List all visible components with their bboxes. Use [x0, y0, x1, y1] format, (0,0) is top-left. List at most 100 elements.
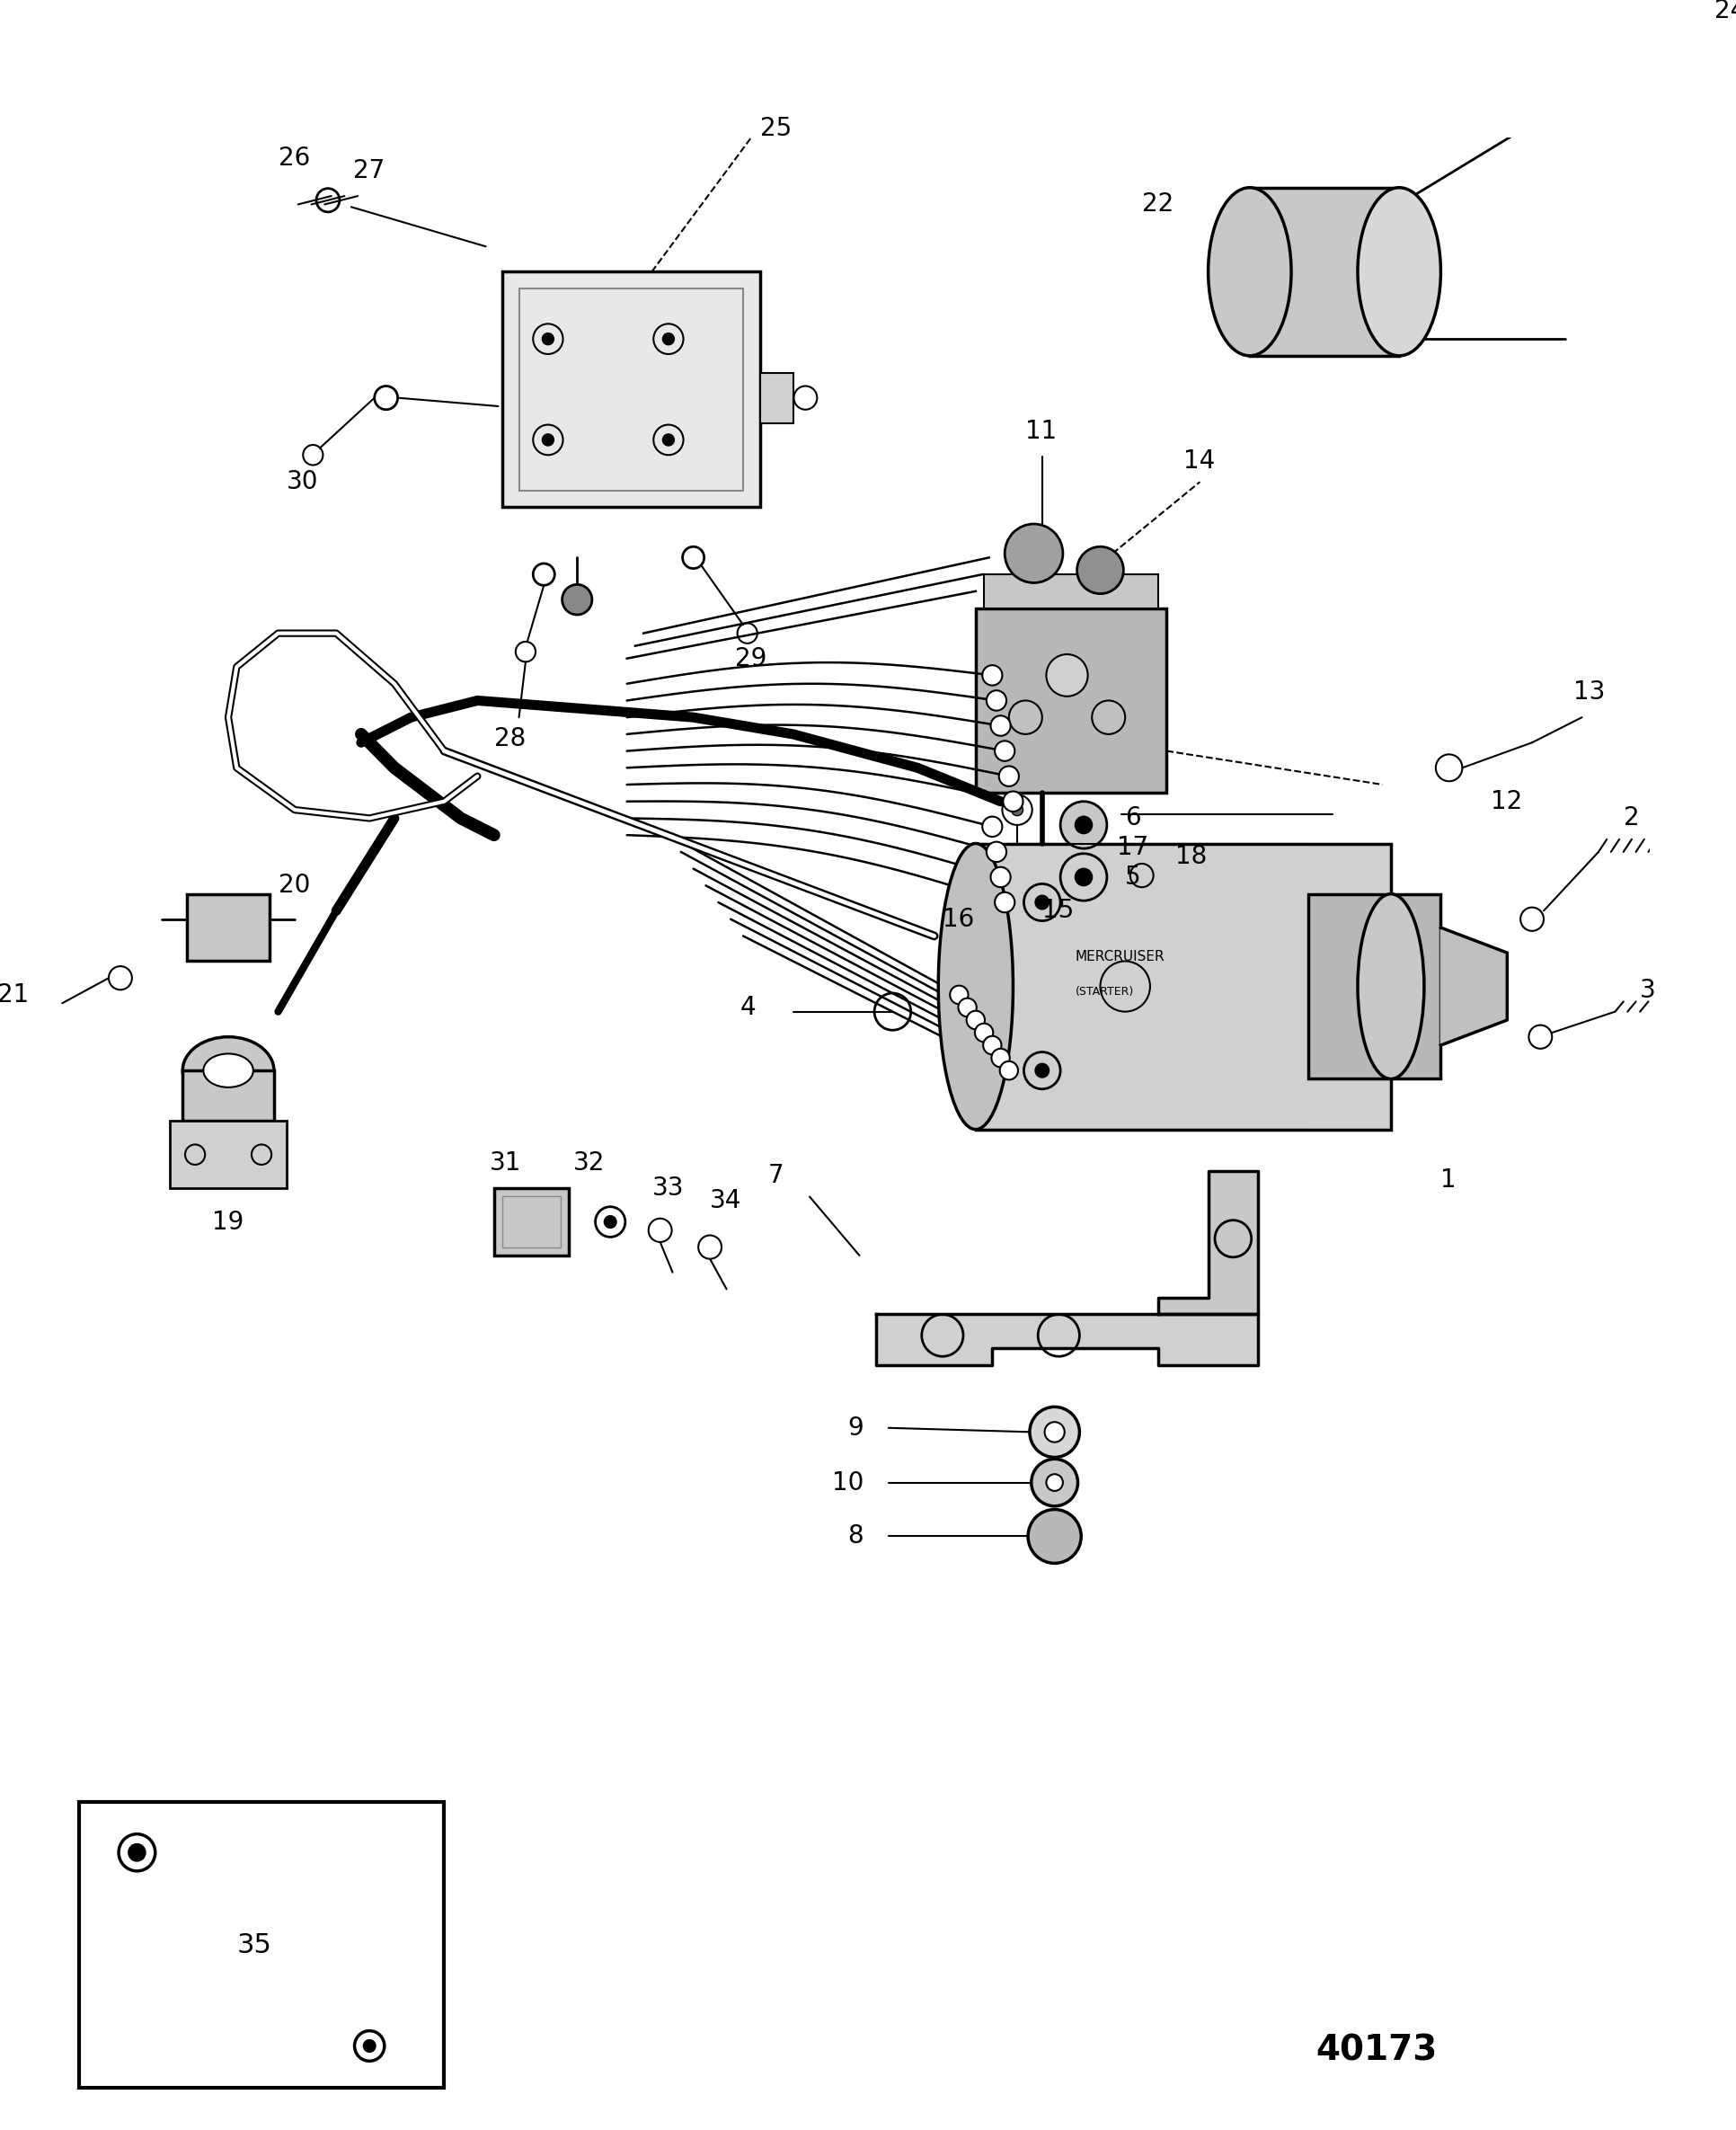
Circle shape [1092, 701, 1125, 735]
Circle shape [1031, 1459, 1078, 1506]
Circle shape [1035, 895, 1049, 910]
Circle shape [991, 867, 1010, 888]
Circle shape [1061, 854, 1108, 901]
Text: 40173: 40173 [1316, 2032, 1437, 2068]
Circle shape [1047, 654, 1088, 697]
Circle shape [1047, 1474, 1062, 1491]
Circle shape [663, 435, 674, 445]
Circle shape [983, 1035, 1002, 1054]
Circle shape [542, 435, 554, 445]
Circle shape [1005, 524, 1062, 584]
Circle shape [1009, 701, 1042, 735]
Text: 34: 34 [710, 1189, 741, 1214]
Ellipse shape [939, 843, 1014, 1129]
Circle shape [986, 690, 1007, 711]
Text: 31: 31 [490, 1150, 523, 1176]
Text: 20: 20 [278, 873, 311, 899]
Circle shape [983, 665, 1002, 686]
Circle shape [1000, 1061, 1017, 1080]
Circle shape [663, 332, 674, 345]
Circle shape [998, 767, 1019, 786]
Bar [170, 1120, 286, 1189]
Circle shape [1075, 816, 1092, 833]
Text: 8: 8 [847, 1523, 863, 1549]
Circle shape [950, 986, 969, 1003]
Text: 33: 33 [651, 1176, 684, 1201]
Circle shape [1035, 1063, 1049, 1078]
Bar [502, 273, 760, 507]
Bar [78, 1802, 444, 2087]
Circle shape [991, 716, 1010, 735]
Text: 30: 30 [286, 469, 318, 494]
Bar [976, 607, 1167, 792]
Text: 21: 21 [0, 982, 30, 1007]
Circle shape [1012, 803, 1023, 816]
Text: 4: 4 [740, 995, 755, 1020]
Text: 2: 2 [1623, 805, 1639, 831]
Bar [1250, 187, 1399, 356]
Circle shape [604, 1216, 616, 1227]
Circle shape [958, 999, 977, 1016]
Text: 27: 27 [352, 158, 385, 183]
Text: 13: 13 [1573, 679, 1606, 705]
Text: 22: 22 [1142, 192, 1174, 217]
Circle shape [1003, 792, 1023, 812]
Circle shape [995, 741, 1016, 760]
Circle shape [354, 2030, 384, 2062]
Ellipse shape [182, 1037, 274, 1103]
Bar [187, 895, 269, 961]
Bar [502, 1197, 561, 1246]
Text: 14: 14 [1184, 447, 1215, 473]
Text: 15: 15 [1042, 899, 1075, 922]
Text: 28: 28 [495, 726, 526, 752]
Circle shape [562, 584, 592, 616]
Text: 1: 1 [1441, 1167, 1457, 1193]
Circle shape [995, 892, 1016, 912]
Text: MERCRUISER: MERCRUISER [1075, 950, 1165, 965]
Circle shape [1029, 1406, 1080, 1457]
Text: 26: 26 [278, 145, 309, 170]
Bar [976, 843, 1391, 1129]
Bar [760, 373, 793, 424]
Ellipse shape [1358, 187, 1441, 356]
Circle shape [128, 1845, 146, 1862]
Circle shape [118, 1834, 155, 1870]
Bar [495, 1189, 569, 1255]
Bar [1307, 895, 1441, 1080]
Circle shape [967, 1012, 984, 1029]
Ellipse shape [203, 1054, 253, 1086]
Text: 29: 29 [734, 645, 767, 671]
Text: 3: 3 [1641, 978, 1656, 1003]
Ellipse shape [1358, 895, 1424, 1080]
Circle shape [986, 841, 1007, 863]
Text: 9: 9 [847, 1414, 863, 1440]
Text: 25: 25 [760, 117, 792, 141]
Text: 6: 6 [1125, 805, 1141, 831]
Text: 19: 19 [212, 1210, 243, 1235]
Text: 16: 16 [943, 907, 974, 931]
Text: 12: 12 [1491, 788, 1522, 814]
Polygon shape [1158, 1172, 1259, 1314]
Text: 7: 7 [767, 1163, 785, 1189]
Text: 35: 35 [236, 1932, 271, 1957]
Text: (STARTER): (STARTER) [1075, 986, 1134, 997]
Text: 11: 11 [1026, 420, 1057, 443]
Text: 32: 32 [573, 1150, 604, 1176]
Bar [984, 575, 1158, 607]
Text: 17: 17 [1116, 835, 1149, 861]
Polygon shape [877, 1314, 1259, 1365]
Text: 10: 10 [832, 1470, 863, 1495]
Polygon shape [1441, 927, 1507, 1046]
Circle shape [983, 816, 1002, 837]
Bar [182, 1071, 274, 1120]
Bar [519, 288, 743, 490]
Text: 18: 18 [1175, 843, 1207, 869]
Circle shape [1045, 1423, 1064, 1442]
Circle shape [363, 2041, 375, 2051]
Circle shape [1028, 1510, 1082, 1563]
Circle shape [1076, 547, 1123, 594]
Circle shape [542, 332, 554, 345]
Circle shape [1075, 869, 1092, 886]
Circle shape [976, 1022, 993, 1042]
Circle shape [1061, 801, 1108, 848]
